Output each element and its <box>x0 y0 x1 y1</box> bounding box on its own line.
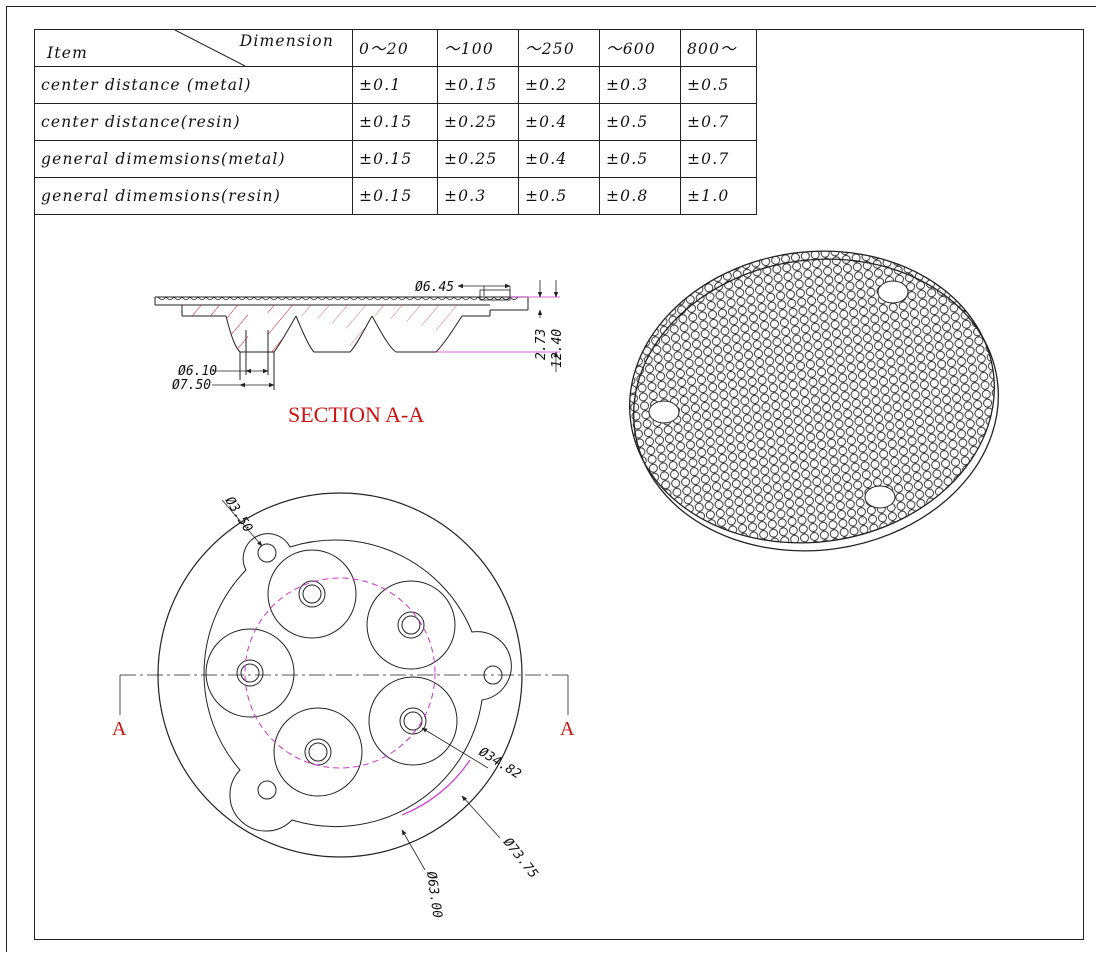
section-title: SECTION A-A <box>288 402 424 427</box>
row-item-label: general dimemsions(resin) <box>34 177 353 215</box>
table-cell: ±1.0 <box>680 177 757 215</box>
dim-d750: Ø7.50 <box>172 378 211 393</box>
lens-dimple-row <box>157 289 519 301</box>
table-cell: ±0.5 <box>599 103 681 141</box>
dim-h1240: 12.40 <box>550 329 565 368</box>
table-cell: ±0.5 <box>518 177 600 215</box>
header-item-label: Item <box>47 44 89 62</box>
dim-outer: Ø73.75 <box>500 835 541 881</box>
plan-leaders <box>221 499 501 871</box>
mount-hole <box>257 780 277 800</box>
table-cell: ±0.7 <box>680 103 757 141</box>
header-dimension-label: Dimension <box>239 32 334 50</box>
dim-hole: Ø3.50 <box>222 494 256 535</box>
dim-d610: Ø6.10 <box>178 364 217 379</box>
section-dimension-lines <box>212 283 511 388</box>
table-cell: ±0.3 <box>437 177 519 215</box>
table-cell: ±0.3 <box>599 66 681 104</box>
dim-pcd: Ø34.82 <box>476 745 524 783</box>
corner-diagonal <box>174 30 246 66</box>
table-header-row: Item Dimension 0～20 ～100 ～250 ～600 800～ <box>34 29 757 67</box>
range-header: ～250 <box>518 29 600 67</box>
iso-disc <box>629 250 999 552</box>
mount-hole <box>257 543 277 563</box>
table-corner-cell: Item Dimension <box>34 29 353 67</box>
section-height-dims <box>436 280 560 372</box>
range-header: 800～ <box>680 29 757 67</box>
row-item-label: center distance(resin) <box>34 103 353 141</box>
tolerance-table: Item Dimension 0～20 ～100 ～250 ～600 800～ … <box>34 29 757 215</box>
section-view: Ø6.45 Ø6.10 Ø7.50 2.73 12.40 SECTION A-A <box>154 280 565 427</box>
pitch-circle <box>244 577 436 769</box>
table-row: general dimemsions(resin) ±0.15 ±0.3 ±0.… <box>34 177 757 215</box>
table-cell: ±0.8 <box>599 177 681 215</box>
dim-h273: 2.73 <box>534 329 549 360</box>
table-cell: ±0.25 <box>437 140 519 178</box>
row-item-label: general dimemsions(metal) <box>34 140 353 178</box>
table-cell: ±0.5 <box>599 140 681 178</box>
dim-inner: Ø63.00 <box>423 870 444 919</box>
disc-hole <box>864 485 896 509</box>
cut-label-left: A <box>112 718 127 740</box>
dim-d645: Ø6.45 <box>415 280 454 295</box>
row-item-label: center distance (metal) <box>34 66 353 104</box>
table-row: center distance (metal) ±0.1 ±0.15 ±0.2 … <box>34 66 757 104</box>
outer-border <box>6 6 1096 952</box>
disc-hole <box>877 280 909 304</box>
inner-slot-outline <box>203 533 512 832</box>
range-header: ～600 <box>599 29 681 67</box>
cut-label-right: A <box>560 718 575 740</box>
table-cell: ±0.15 <box>437 66 519 104</box>
inner-dia-highlight <box>401 759 471 816</box>
table-cell: ±0.4 <box>518 103 600 141</box>
section-hatching <box>182 305 462 352</box>
disc-face <box>629 250 995 544</box>
table-cell: ±0.5 <box>680 66 757 104</box>
plan-view: A A Ø3.50 Ø34.82 Ø63.00 Ø73.75 <box>112 492 575 919</box>
lens-group <box>205 549 458 797</box>
centerline <box>119 674 569 715</box>
table-cell: ±0.15 <box>352 177 438 215</box>
table-cell: ±0.25 <box>437 103 519 141</box>
disc-hole <box>648 400 680 424</box>
